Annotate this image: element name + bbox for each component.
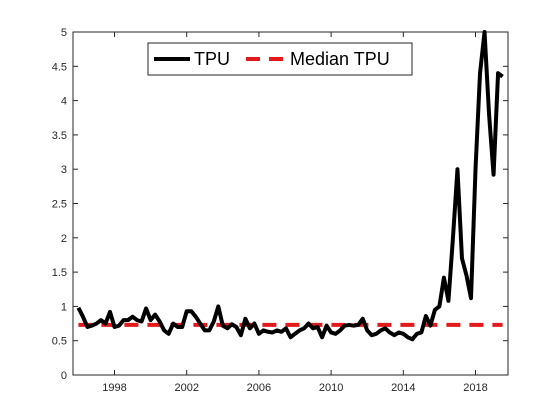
y-axis: 0 0.5 1 1.5 2 2.5 3 3.5 4 4.5 5 xyxy=(52,27,508,382)
series-layer xyxy=(76,30,504,342)
x-tick-label: 2010 xyxy=(319,382,343,394)
legend-label-tpu: TPU xyxy=(194,49,230,69)
y-tick-label: 2.5 xyxy=(52,199,67,211)
y-tick-label: 4.5 xyxy=(52,61,67,73)
y-tick-label: 2 xyxy=(61,233,67,245)
y-tick-label: 3.5 xyxy=(52,130,67,142)
y-tick-label: 3 xyxy=(61,164,67,176)
legend-label-median-tpu: Median TPU xyxy=(290,49,390,69)
tpu-series-line xyxy=(76,30,504,342)
x-tick-label: 2014 xyxy=(391,382,415,394)
y-tick-label: 1.5 xyxy=(52,267,67,279)
x-tick-label: 2006 xyxy=(247,382,271,394)
y-tick-label: 0 xyxy=(61,370,67,382)
x-tick-label: 1998 xyxy=(102,382,126,394)
y-tick-label: 4 xyxy=(61,96,67,108)
plot-area xyxy=(72,31,509,376)
plot-frame xyxy=(72,31,509,376)
y-tick-label: 0.5 xyxy=(52,336,67,348)
x-tick-label: 2002 xyxy=(174,382,198,394)
x-axis: 1998 2002 2006 2010 2014 2018 xyxy=(102,32,488,394)
y-tick-label: 1 xyxy=(61,301,67,313)
y-tick-label: 5 xyxy=(61,27,67,39)
legend: TPU Median TPU xyxy=(147,42,413,76)
x-tick-label: 2018 xyxy=(463,382,487,394)
